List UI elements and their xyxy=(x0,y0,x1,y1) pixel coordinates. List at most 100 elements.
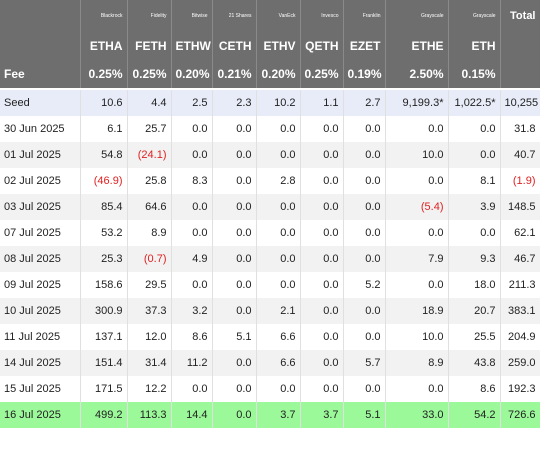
flow-cell: 25.5 xyxy=(448,324,501,350)
flow-cell: (0.7) xyxy=(127,246,172,272)
data-row: 07 Jul 2025 53.2 8.9 0.0 0.0 0.0 0.0 0.0 0.0 0.0 6… xyxy=(0,220,540,246)
data-row: 10 Jul 2025 300.9 37.3 3.2 0.0 2.1 0.0 0.0 18.9 2… xyxy=(0,298,540,324)
flow-cell: 0.0 xyxy=(212,116,257,142)
row-label: 16 Jul 2025 xyxy=(0,402,81,428)
flow-cell: 0.0 xyxy=(300,376,344,402)
flow-cell: 54.2 xyxy=(448,402,501,428)
flow-cell: 0.0 xyxy=(212,272,257,298)
total-cell: 10,255 xyxy=(500,89,540,116)
flow-cell: 18.9 xyxy=(385,298,449,324)
flow-cell: 10.0 xyxy=(385,142,449,168)
total-cell: 192.3 xyxy=(500,376,540,402)
ticker: CETH xyxy=(212,32,257,60)
flow-cell: 10.2 xyxy=(256,89,301,116)
row-label: 08 Jul 2025 xyxy=(0,246,81,272)
data-row: 11 Jul 2025 137.1 12.0 8.6 5.1 6.6 0.0 0.0 10.0 2… xyxy=(0,324,540,350)
flow-cell: 0.0 xyxy=(300,142,344,168)
issuer-name: Franklin xyxy=(343,0,386,32)
flow-cell: 0.0 xyxy=(300,350,344,376)
flow-cell: 2.1 xyxy=(256,298,301,324)
flow-cell: 0.0 xyxy=(212,376,257,402)
total-cell: 31.8 xyxy=(500,116,540,142)
empty-cell xyxy=(500,60,540,90)
data-row: 08 Jul 2025 25.3 (0.7) 4.9 0.0 0.0 0.0 0.0 7.9 9.… xyxy=(0,246,540,272)
flow-cell: 0.0 xyxy=(256,246,301,272)
fee-label: Fee xyxy=(0,60,81,90)
issuer-row: Blackrock Fidelity Bitwise 21 Shares VanEck I… xyxy=(0,0,540,32)
flow-cell: 8.1 xyxy=(448,168,501,194)
flow-cell: 53.2 xyxy=(80,220,128,246)
flow-cell: 0.0 xyxy=(343,324,386,350)
total-cell: 62.1 xyxy=(500,220,540,246)
fee-row: Fee 0.25% 0.25% 0.20% 0.21% 0.20% 0.25% 0.19% 2.… xyxy=(0,60,540,90)
fee: 0.25% xyxy=(80,60,128,90)
flow-cell: 0.0 xyxy=(385,168,449,194)
flow-cell: 0.0 xyxy=(448,142,501,168)
flow-cell: 0.0 xyxy=(212,298,257,324)
flow-cell: 0.0 xyxy=(212,142,257,168)
ticker: ETHA xyxy=(80,32,128,60)
flow-cell: 6.6 xyxy=(256,324,301,350)
total-cell: 148.5 xyxy=(500,194,540,220)
row-label: 11 Jul 2025 xyxy=(0,324,81,350)
table-body: Blackrock Fidelity Bitwise 21 Shares VanEck I… xyxy=(0,0,540,428)
issuer-name: Bitwise xyxy=(171,0,213,32)
flow-cell: 0.0 xyxy=(212,402,257,428)
flow-cell: (24.1) xyxy=(127,142,172,168)
flow-cell: 0.0 xyxy=(300,220,344,246)
data-row: 15 Jul 2025 171.5 12.2 0.0 0.0 0.0 0.0 0.0 0.0 8.… xyxy=(0,376,540,402)
fee: 0.20% xyxy=(171,60,213,90)
ticker: EZET xyxy=(343,32,386,60)
flow-cell: 11.2 xyxy=(171,350,213,376)
flow-cell: 0.0 xyxy=(171,194,213,220)
issuer-name: Grayscale xyxy=(385,0,449,32)
flow-cell: 4.4 xyxy=(127,89,172,116)
flow-cell: 0.0 xyxy=(343,376,386,402)
flow-cell: 0.0 xyxy=(256,220,301,246)
flow-cell: 3.7 xyxy=(256,402,301,428)
flow-cell: 8.9 xyxy=(385,350,449,376)
flow-cell: 0.0 xyxy=(171,376,213,402)
data-row: 01 Jul 2025 54.8 (24.1) 0.0 0.0 0.0 0.0 0.0 10.0… xyxy=(0,142,540,168)
ticker: ETH xyxy=(448,32,501,60)
flow-cell: 5.1 xyxy=(343,402,386,428)
fee: 0.21% xyxy=(212,60,257,90)
row-label: 15 Jul 2025 xyxy=(0,376,81,402)
flow-cell: 0.0 xyxy=(343,246,386,272)
flow-cell: 3.7 xyxy=(300,402,344,428)
flow-cell: 18.0 xyxy=(448,272,501,298)
issuer-name: 21 Shares xyxy=(212,0,257,32)
flow-cell: 3.9 xyxy=(448,194,501,220)
flow-cell: 12.0 xyxy=(127,324,172,350)
row-label: 02 Jul 2025 xyxy=(0,168,81,194)
flow-cell: 0.0 xyxy=(171,142,213,168)
flow-cell: 0.0 xyxy=(256,194,301,220)
flow-cell: 12.2 xyxy=(127,376,172,402)
flow-cell: 10.0 xyxy=(385,324,449,350)
total-cell: 204.9 xyxy=(500,324,540,350)
flow-cell: 0.0 xyxy=(343,168,386,194)
flow-cell: 85.4 xyxy=(80,194,128,220)
flow-cell: 0.0 xyxy=(343,220,386,246)
flow-cell: 0.0 xyxy=(385,272,449,298)
flow-cell: 0.0 xyxy=(300,116,344,142)
row-label: 30 Jun 2025 xyxy=(0,116,81,142)
flow-cell: 0.0 xyxy=(212,220,257,246)
fee: 0.25% xyxy=(300,60,344,90)
flow-cell: 10.6 xyxy=(80,89,128,116)
row-label: Seed xyxy=(0,89,81,116)
flow-cell: 1,022.5* xyxy=(448,89,501,116)
flow-cell: (46.9) xyxy=(80,168,128,194)
flow-cell: 8.3 xyxy=(171,168,213,194)
total-cell: 211.3 xyxy=(500,272,540,298)
total-cell: 726.6 xyxy=(500,402,540,428)
data-row: 30 Jun 2025 6.1 25.7 0.0 0.0 0.0 0.0 0.0 0.0 0.0 3… xyxy=(0,116,540,142)
row-label: 10 Jul 2025 xyxy=(0,298,81,324)
corner-cell xyxy=(0,0,81,32)
flow-cell: 5.7 xyxy=(343,350,386,376)
flow-cell: 5.2 xyxy=(343,272,386,298)
issuer-name: Invesco xyxy=(300,0,344,32)
ticker: ETHE xyxy=(385,32,449,60)
flow-cell: 14.4 xyxy=(171,402,213,428)
flow-cell: 0.0 xyxy=(212,168,257,194)
